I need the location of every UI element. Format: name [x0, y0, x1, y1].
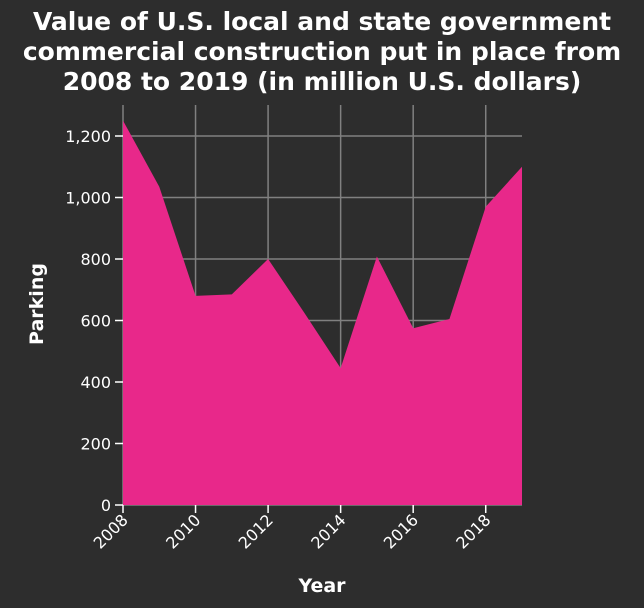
x-tick-label: 2016	[380, 510, 422, 552]
chart-title-line-1: Value of U.S. local and state government	[33, 7, 611, 36]
x-tick-label: 2012	[235, 510, 277, 552]
x-tick-label: 2014	[307, 510, 349, 552]
x-tick-label: 2018	[452, 510, 494, 552]
chart-title-line-2: commercial construction put in place fro…	[23, 37, 621, 66]
y-axis-label: Parking	[26, 263, 48, 345]
y-tick-label: 1,000	[65, 189, 111, 208]
x-tick-label: 2010	[162, 510, 204, 552]
parking-area-series	[123, 120, 522, 505]
plot-area	[123, 120, 522, 505]
y-tick-label: 1,200	[65, 127, 111, 146]
y-tick-label: 800	[80, 250, 111, 269]
x-tick-label: 2008	[90, 510, 132, 552]
y-tick-label: 400	[80, 373, 111, 392]
y-tick-label: 0	[101, 496, 111, 515]
chart-title-line-3: 2008 to 2019 (in million U.S. dollars)	[63, 67, 582, 96]
y-tick-label: 600	[80, 312, 111, 331]
x-axis-label: Year	[297, 575, 346, 597]
y-tick-label: 200	[80, 435, 111, 454]
